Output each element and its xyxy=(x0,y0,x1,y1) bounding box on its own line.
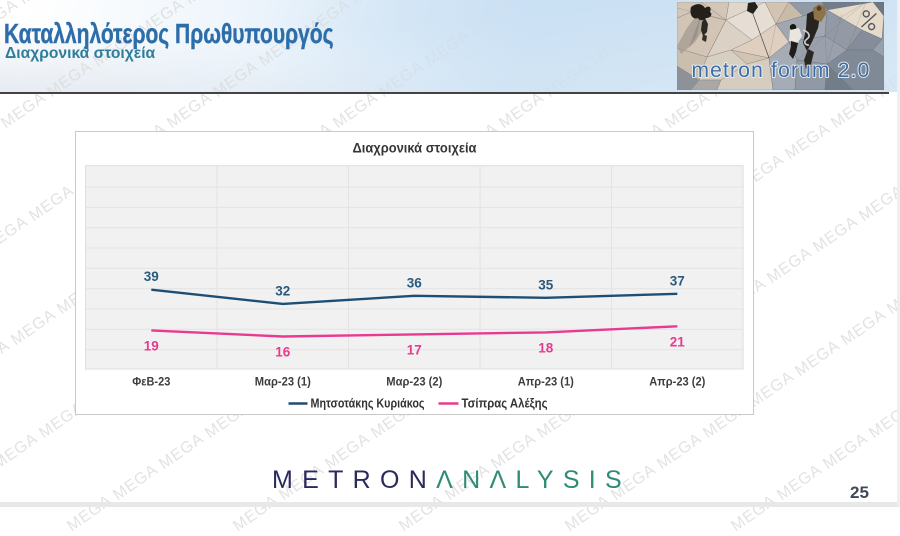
svg-text:17: 17 xyxy=(406,342,421,357)
svg-text:35: 35 xyxy=(538,277,554,292)
svg-text:Μαρ-23 (1): Μαρ-23 (1) xyxy=(254,375,310,389)
svg-text:Απρ-23 (2): Απρ-23 (2) xyxy=(649,375,705,389)
svg-text:ΦεΒ-23: ΦεΒ-23 xyxy=(132,375,170,389)
svg-text:37: 37 xyxy=(669,273,684,288)
svg-text:19: 19 xyxy=(143,338,158,353)
svg-text:32: 32 xyxy=(275,283,290,298)
svg-text:Μητσοτάκης Κυριάκος: Μητσοτάκης Κυριάκος xyxy=(310,397,424,411)
svg-text:16: 16 xyxy=(275,345,291,360)
svg-text:39: 39 xyxy=(143,269,158,284)
svg-text:Απρ-23 (1): Απρ-23 (1) xyxy=(517,375,573,389)
svg-text:18: 18 xyxy=(538,340,554,355)
svg-text:Μαρ-23 (2): Μαρ-23 (2) xyxy=(386,375,442,389)
svg-text:36: 36 xyxy=(406,275,422,290)
svg-text:Τσίπρας Αλέξης: Τσίπρας Αλέξης xyxy=(461,397,547,411)
svg-text:Διαχρονικά στοιχεία: Διαχρονικά στοιχεία xyxy=(352,141,477,156)
svg-text:metron forum 2.0: metron forum 2.0 xyxy=(691,59,870,82)
svg-text:21: 21 xyxy=(669,334,685,349)
